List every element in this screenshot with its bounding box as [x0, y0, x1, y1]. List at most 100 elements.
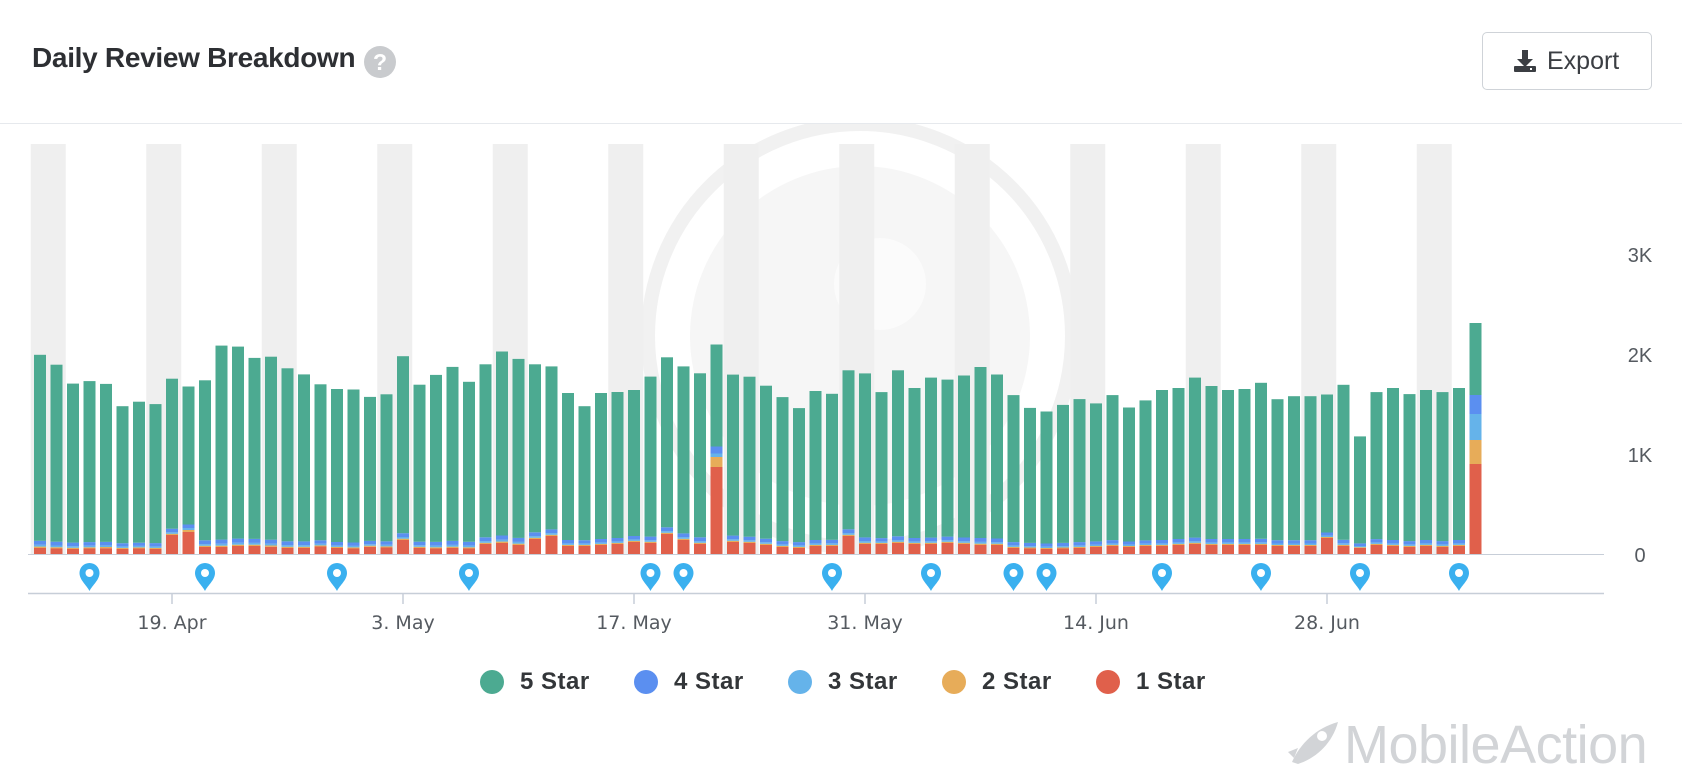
- bar-segment-4-star: [1057, 542, 1069, 547]
- bar-segment-4-star: [545, 529, 558, 534]
- bar-segment-3-star: [727, 539, 739, 541]
- bar-segment-4-star: [1469, 395, 1482, 414]
- bar-segment-2-star: [34, 546, 46, 548]
- bar-segment-2-star: [149, 547, 162, 549]
- bar-segment-4-star: [331, 542, 343, 546]
- bar-segment-3-star: [1073, 545, 1086, 547]
- bar-segment-4-star: [166, 528, 178, 533]
- bar-segment-1-star: [991, 545, 1003, 554]
- bar-segment-3-star: [67, 546, 79, 548]
- bar-segment-3-star: [562, 543, 574, 545]
- brand-name: MobileAction: [1344, 715, 1648, 775]
- bar-segment-1-star: [397, 540, 409, 554]
- bar-segment-2-star: [83, 547, 96, 549]
- bar-segment-3-star: [661, 531, 673, 533]
- bar-segment-4-star: [974, 538, 987, 542]
- bar-segment-5-star: [611, 392, 624, 538]
- bar-segment-5-star: [133, 401, 145, 543]
- bar-segment-1-star: [1172, 545, 1185, 554]
- bar-segment-5-star: [875, 392, 888, 539]
- pin-hole: [1455, 569, 1463, 577]
- bar-segment-5-star: [149, 404, 162, 544]
- bar-segment-2-star: [760, 543, 772, 545]
- bar-segment-4-star: [133, 542, 145, 546]
- bar-segment-2-star: [1420, 544, 1432, 546]
- bar-segment-3-star: [974, 541, 987, 544]
- bar-segment-5-star: [1123, 407, 1135, 542]
- bar-segment-5-star: [1420, 390, 1432, 540]
- bar-segment-1-star: [1139, 546, 1152, 554]
- map-pin-icon: [1003, 563, 1024, 591]
- bar-segment-4-star: [430, 541, 442, 546]
- bar-segment-1-star: [677, 540, 690, 554]
- bar-segment-3-star: [1040, 546, 1053, 548]
- bar-segment-2-star: [842, 534, 855, 536]
- bar-segment-2-star: [380, 546, 393, 548]
- bar-segment-3-star: [1420, 543, 1432, 545]
- bar-segment-3-star: [496, 539, 508, 542]
- bar-segment-3-star: [1469, 414, 1482, 440]
- bar-segment-1-star: [743, 543, 756, 554]
- bar-segment-5-star: [199, 380, 211, 541]
- bar-segment-2-star: [859, 542, 871, 544]
- bar-segment-2-star: [1370, 543, 1383, 545]
- bar-segment-3-star: [199, 544, 211, 546]
- bar-segment-1-star: [529, 539, 541, 554]
- bar-segment-4-star: [1255, 538, 1267, 543]
- bar-segment-1-star: [1189, 544, 1201, 554]
- bar-segment-5-star: [1288, 396, 1300, 541]
- bar-segment-1-star: [479, 544, 492, 554]
- bar-segment-4-star: [347, 542, 360, 546]
- bar-segment-1-star: [347, 548, 360, 554]
- map-pin-icon: [327, 563, 347, 591]
- bar-segment-5-star: [529, 364, 541, 533]
- bar-segment-4-star: [1354, 543, 1366, 546]
- bar-segment-2-star: [545, 534, 558, 536]
- map-pin-icon: [673, 563, 694, 591]
- bar-segment-1-star: [1354, 548, 1366, 554]
- bar-segment-3-star: [83, 545, 96, 548]
- bar-segment-2-star: [1387, 544, 1399, 546]
- bar-segment-5-star: [1090, 403, 1102, 542]
- event-markers: [79, 563, 1469, 591]
- bar-segment-2-star: [809, 544, 822, 546]
- bar-segment-5-star: [1271, 399, 1284, 541]
- bar-segment-2-star: [166, 533, 178, 535]
- bar-segment-4-star: [116, 543, 129, 547]
- bar-segment-4-star: [1205, 539, 1218, 543]
- bar-segment-2-star: [1453, 544, 1465, 546]
- bar-segment-3-star: [908, 541, 921, 543]
- bar-segment-3-star: [710, 453, 723, 457]
- bar-segment-5-star: [1189, 377, 1201, 538]
- bar-segment-1-star: [232, 546, 244, 554]
- bar-segment-3-star: [413, 545, 426, 547]
- legend-dot-4-star: [634, 670, 658, 694]
- pin-hole: [646, 569, 655, 577]
- bar-segment-4-star: [1123, 541, 1135, 545]
- bar-segment-3-star: [958, 541, 970, 543]
- bar-segment-4-star: [248, 538, 261, 543]
- bar-segment-5-star: [496, 351, 508, 536]
- bar-segment-3-star: [875, 541, 888, 543]
- bar-segment-3-star: [859, 541, 871, 543]
- bar-segment-1-star: [298, 548, 310, 554]
- bar-segment-2-star: [479, 542, 492, 544]
- export-button[interactable]: Export: [1482, 32, 1652, 90]
- question-circle-icon[interactable]: ?: [364, 46, 396, 78]
- bar-segment-2-star: [1205, 543, 1218, 545]
- bar-segment-5-star: [958, 375, 970, 538]
- y-tick-label: 1K: [1628, 445, 1653, 467]
- bar-segment-3-star: [50, 545, 63, 548]
- map-pin-icon: [459, 563, 479, 591]
- bar-segment-5-star: [644, 376, 657, 537]
- bar-segment-1-star: [100, 548, 112, 554]
- bar-segment-3-star: [1205, 542, 1218, 544]
- bar-segment-1-star: [842, 536, 855, 554]
- bar-segment-3-star: [1255, 542, 1267, 544]
- bar-segment-3-star: [479, 541, 492, 543]
- bar-segment-2-star: [232, 544, 244, 546]
- daily-review-chart: 0 1K 2K 3K 19. Apr 3. May 17. May 31. May 14. Ju…: [28, 124, 1653, 634]
- bar-segment-4-star: [397, 533, 409, 537]
- bar-segment-5-star: [100, 383, 112, 542]
- bar-segment-1-star: [875, 544, 888, 554]
